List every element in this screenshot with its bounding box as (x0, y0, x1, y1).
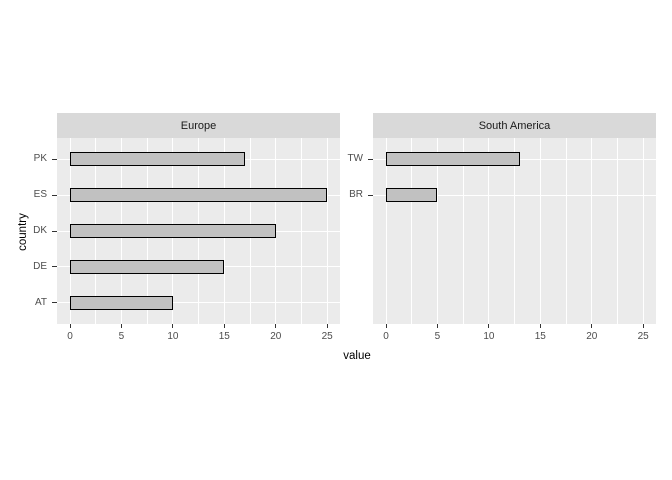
major-gridline (436, 138, 438, 324)
y-tick-label-br: BR (349, 189, 363, 201)
x-tick-mark (642, 324, 644, 328)
x-axis-title: value (343, 350, 371, 362)
x-tick-mark (120, 324, 122, 328)
x-tick-label-15: 15 (534, 331, 546, 342)
row-gridline (373, 194, 656, 196)
y-tick-mark (52, 158, 57, 160)
bar-tw (386, 152, 520, 167)
x-tick-mark (326, 324, 328, 328)
bar-dk (70, 224, 276, 238)
y-tick-mark (52, 230, 57, 232)
bar-es (70, 188, 328, 203)
y-tick-label-at: AT (34, 296, 47, 308)
y-tick-label-es: ES (33, 189, 47, 201)
plot-panel (57, 138, 340, 324)
x-tick-mark (385, 324, 387, 328)
y-tick-label-pk: PK (33, 153, 47, 165)
x-tick-label-0: 0 (67, 331, 73, 342)
x-tick-label-10: 10 (167, 331, 179, 342)
major-gridline (385, 138, 387, 324)
x-tick-label-10: 10 (483, 331, 495, 342)
y-tick-mark (368, 194, 373, 196)
minor-gridline (462, 138, 464, 324)
row-gridline (57, 302, 340, 304)
facet-strip: Europe (57, 113, 340, 138)
x-tick-label-20: 20 (270, 331, 282, 342)
x-tick-mark (172, 324, 174, 328)
major-gridline (642, 138, 644, 324)
minor-gridline (616, 138, 618, 324)
y-tick-label-de: DE (33, 260, 47, 272)
y-tick-label-dk: DK (33, 225, 47, 236)
major-gridline (488, 138, 490, 324)
x-tick-mark (223, 324, 225, 328)
x-tick-label-5: 5 (434, 331, 441, 342)
facet-strip-label: Europe (180, 119, 217, 132)
major-gridline (539, 138, 541, 324)
major-gridline (591, 138, 593, 324)
minor-gridline (411, 138, 413, 324)
x-tick-mark (275, 324, 277, 328)
x-tick-mark (436, 324, 438, 328)
bar-br (386, 188, 438, 203)
facet-strip: South America (373, 113, 656, 138)
y-tick-mark (368, 158, 373, 160)
bar-pk (70, 152, 245, 167)
x-tick-mark (488, 324, 490, 328)
x-tick-mark (591, 324, 593, 328)
x-tick-label-20: 20 (586, 331, 598, 342)
x-tick-mark (539, 324, 541, 328)
minor-gridline (565, 138, 567, 324)
x-tick-mark (69, 324, 71, 328)
x-tick-label-5: 5 (118, 331, 125, 342)
minor-gridline (514, 138, 516, 324)
x-tick-label-25: 25 (637, 331, 649, 342)
plot-panel (373, 138, 656, 324)
x-tick-label-0: 0 (383, 331, 389, 342)
y-tick-label-tw: TW (347, 153, 363, 165)
y-tick-mark (52, 194, 57, 196)
x-tick-label-25: 25 (321, 331, 333, 342)
bar-at (70, 295, 173, 310)
y-tick-mark (52, 266, 57, 268)
facet-strip-label: South America (478, 119, 551, 132)
x-tick-label-15: 15 (218, 331, 230, 342)
y-tick-mark (52, 302, 57, 304)
bar-de (70, 259, 225, 274)
